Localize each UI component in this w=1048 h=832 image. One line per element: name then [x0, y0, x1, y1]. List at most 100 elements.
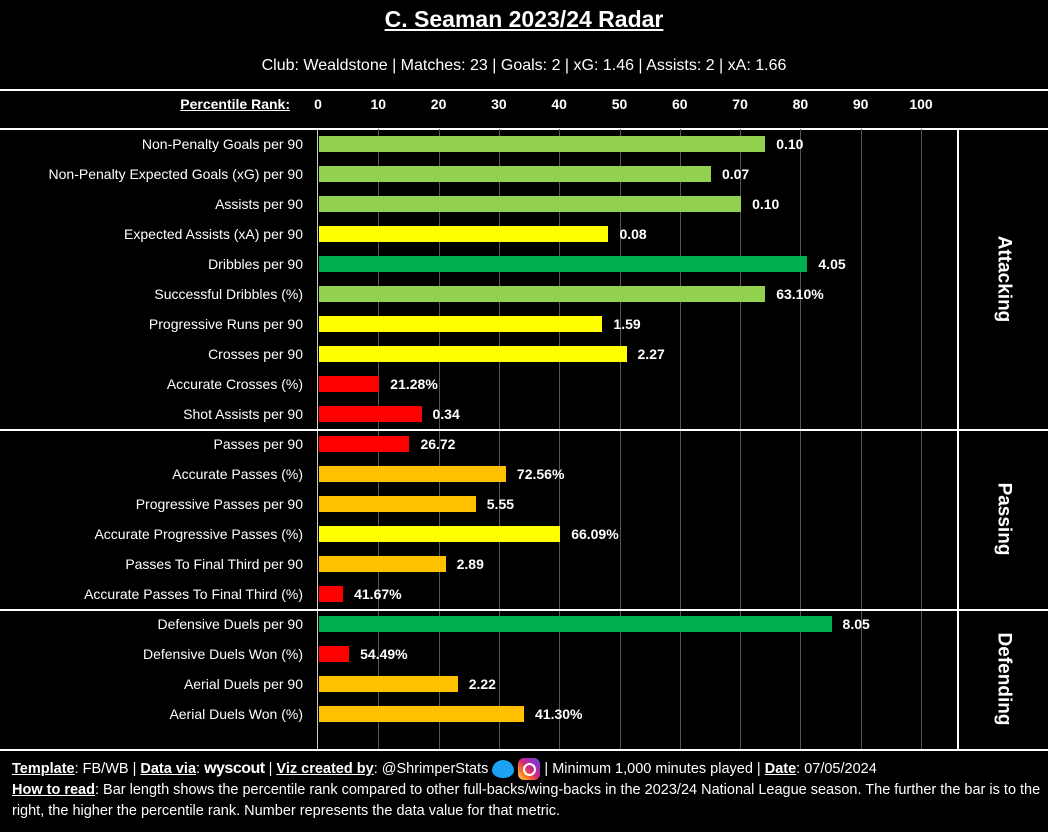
section-name: Passing	[993, 482, 1015, 556]
metric-label: Crosses per 90	[208, 346, 303, 362]
bar	[319, 586, 344, 602]
bar-value-label: 2.27	[637, 346, 665, 362]
bar-value-label: 5.55	[486, 496, 515, 512]
metric-label: Aerial Duels Won (%)	[169, 706, 303, 722]
bar-value-label: 1.59	[613, 316, 641, 332]
section-column-divider	[957, 129, 959, 750]
bar-value-label: 0.08	[619, 226, 647, 242]
gridline	[619, 129, 621, 749]
x-tick-label: 20	[430, 96, 447, 112]
x-tick-label: 60	[672, 96, 688, 112]
bar	[319, 436, 410, 452]
bar-value-label: 41.30%	[535, 706, 583, 722]
metric-label: Defensive Duels per 90	[157, 616, 303, 632]
bar	[319, 496, 476, 512]
x-tick-label: 0	[314, 96, 322, 112]
date-value: : 07/05/2024	[796, 761, 877, 777]
bar	[319, 376, 380, 392]
gridline	[679, 129, 681, 749]
metric-label: Accurate Crosses (%)	[166, 376, 303, 392]
footer-line-1: Template: FB/WB | Data via: wyscout | Vi…	[12, 758, 1042, 781]
metric-label: Progressive Runs per 90	[148, 316, 303, 332]
metric-label: Accurate Passes (%)	[172, 466, 303, 482]
bar-value-label: 0.10	[776, 136, 804, 152]
x-tick-label: 30	[491, 96, 507, 112]
gridline	[921, 129, 922, 749]
bar	[319, 166, 711, 182]
metric-label: Passes To Final Third per 90	[125, 556, 303, 572]
bar	[319, 556, 446, 572]
x-tick-label: 40	[551, 96, 567, 112]
section-divider	[0, 749, 1048, 751]
bar-value-label: 2.22	[468, 676, 496, 692]
metric-label: Accurate Progressive Passes (%)	[94, 526, 303, 542]
title-text: C. Seaman 2023/24 Radar	[384, 6, 664, 32]
x-tick-label: 90	[852, 96, 869, 112]
gridline	[498, 129, 500, 749]
metric-label: Non-Penalty Expected Goals (xG) per 90	[48, 166, 303, 182]
data-label: Data via	[140, 761, 197, 777]
section-divider	[0, 429, 1048, 431]
metric-label: Successful Dribbles (%)	[154, 286, 303, 302]
instagram-icon	[518, 758, 541, 781]
bar-value-label: 0.10	[752, 196, 780, 212]
section-divider	[0, 609, 1048, 611]
how-to-read-text: : Bar length shows the percentile rank c…	[12, 782, 1041, 820]
metric-label: Aerial Duels per 90	[183, 676, 303, 692]
wyscout-logo: wyscout	[204, 760, 265, 777]
bar	[319, 526, 561, 542]
x-axis-label: Percentile Rank:	[120, 96, 290, 112]
chart-subtitle: Club: Wealdstone | Matches: 23 | Goals: …	[261, 57, 787, 74]
x-tick-label: 80	[792, 96, 809, 112]
section-name: Defending	[993, 632, 1015, 726]
metric-label: Dribbles per 90	[208, 256, 303, 272]
bar	[319, 196, 742, 212]
template-value: : FB/WB |	[74, 761, 141, 777]
bar-value-label: 0.07	[721, 166, 750, 182]
gridline	[438, 129, 440, 749]
section-label-attacking: Attacking	[959, 129, 1048, 429]
twitter-icon	[492, 760, 515, 779]
bar	[319, 646, 350, 662]
viz-value: : @ShrimperStats	[373, 761, 489, 777]
bar	[319, 256, 808, 272]
template-label: Template	[12, 761, 75, 777]
bar	[319, 226, 609, 242]
minimum-minutes: | Minimum 1,000 minutes played |	[540, 761, 765, 777]
metric-label: Assists per 90	[215, 196, 303, 212]
bar-value-label: 0.34	[432, 406, 460, 422]
divider	[0, 89, 1048, 91]
how-to-read-label: How to read	[12, 782, 95, 799]
bar-value-label: 26.72	[420, 436, 456, 452]
bar-value-label: 66.09%	[571, 526, 619, 542]
bar-value-label: 41.67%	[354, 586, 402, 602]
section-name: Attacking	[993, 235, 1015, 323]
metric-label: Shot Assists per 90	[183, 406, 303, 422]
metric-label: Defensive Duels Won (%)	[142, 646, 303, 662]
metric-label: Passes per 90	[213, 436, 304, 452]
bar-value-label: 72.56%	[516, 466, 565, 482]
x-tick-label: 100	[909, 96, 933, 112]
x-axis-label-text: Percentile Rank:	[180, 96, 290, 112]
x-tick-label: 10	[370, 96, 387, 112]
bar-value-label: 2.89	[456, 556, 484, 572]
bar	[319, 316, 603, 332]
bar	[319, 676, 458, 692]
bar-value-label: 54.49%	[360, 646, 408, 662]
gridline	[800, 129, 802, 749]
bar-value-label: 4.05	[818, 256, 846, 272]
bar	[319, 706, 525, 722]
gridline	[860, 129, 862, 749]
bar-value-label: 63.10%	[776, 286, 824, 302]
metric-label: Progressive Passes per 90	[135, 496, 303, 512]
chart-title: C. Seaman 2023/24 Radar	[0, 6, 1048, 33]
metric-label: Accurate Passes To Final Third (%)	[84, 586, 303, 602]
gridline	[559, 129, 561, 749]
metric-label: Non-Penalty Goals per 90	[141, 136, 303, 152]
bar	[319, 466, 506, 482]
gridline	[740, 129, 742, 749]
divider	[0, 128, 1048, 130]
metric-label: Expected Assists (xA) per 90	[124, 226, 303, 242]
bar-value-label: 21.28%	[390, 376, 438, 392]
viz-label: Viz created by	[276, 761, 374, 777]
